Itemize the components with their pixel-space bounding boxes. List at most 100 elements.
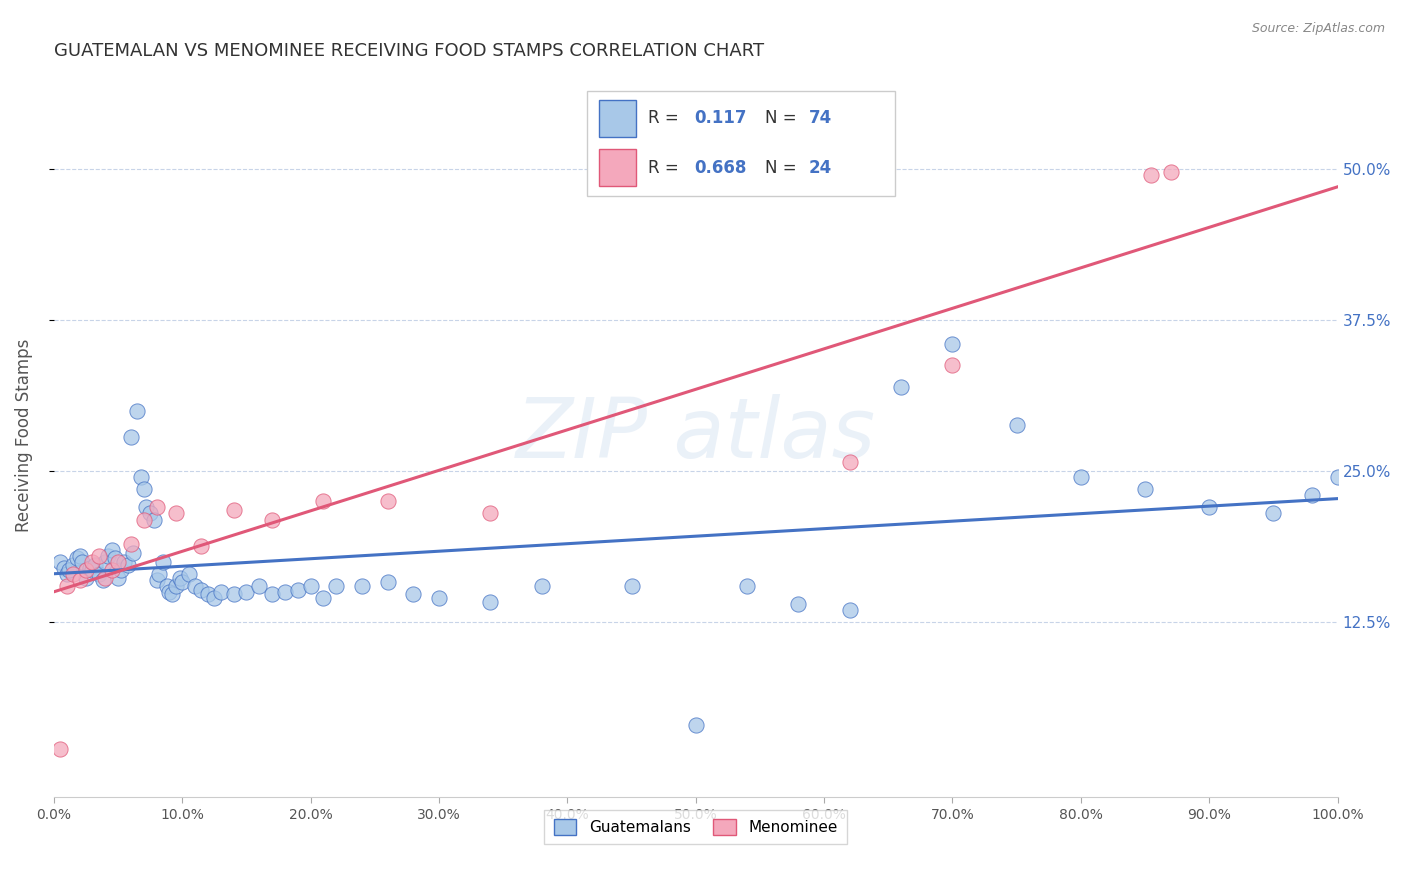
Point: [184, 579, 207, 593]
Point: [70, 555, 93, 569]
Point: [299, 579, 322, 593]
Point: [377, 575, 399, 590]
Point: [91, 573, 114, 587]
Point: [197, 587, 219, 601]
Legend: Guatemalans, Menominee: Guatemalans, Menominee: [544, 810, 848, 844]
Point: [94, 570, 117, 584]
Point: [1301, 488, 1323, 502]
Point: [100, 563, 122, 577]
Point: [1263, 507, 1285, 521]
Point: [49, 742, 72, 756]
Point: [107, 555, 129, 569]
Point: [235, 585, 257, 599]
Point: [402, 587, 425, 601]
Point: [139, 507, 162, 521]
Point: [838, 454, 860, 468]
Point: [157, 585, 180, 599]
Point: [145, 500, 167, 515]
Point: [890, 379, 912, 393]
Point: [287, 582, 309, 597]
Point: [190, 582, 212, 597]
Point: [262, 512, 284, 526]
Point: [107, 570, 129, 584]
Point: [190, 539, 212, 553]
Point: [82, 555, 104, 569]
Point: [66, 551, 89, 566]
Point: [87, 549, 110, 563]
Point: [49, 555, 72, 569]
Point: [685, 718, 707, 732]
Point: [84, 558, 107, 573]
Point: [169, 570, 191, 584]
Point: [165, 579, 187, 593]
Point: [104, 551, 127, 566]
Point: [94, 555, 117, 569]
Point: [941, 358, 963, 372]
Point: [202, 591, 225, 605]
Point: [1198, 500, 1220, 515]
Point: [97, 549, 120, 563]
Point: [135, 500, 157, 515]
Point: [325, 579, 347, 593]
Point: [62, 558, 84, 573]
Point: [838, 603, 860, 617]
Point: [114, 555, 136, 569]
Point: [75, 570, 97, 584]
Point: [122, 546, 145, 560]
Text: Source: ZipAtlas.com: Source: ZipAtlas.com: [1251, 22, 1385, 36]
Point: [143, 512, 166, 526]
Point: [127, 404, 149, 418]
Point: [132, 483, 155, 497]
Point: [427, 591, 450, 605]
Point: [735, 579, 758, 593]
Point: [787, 597, 810, 611]
Point: [55, 566, 77, 581]
Point: [620, 579, 643, 593]
Point: [1133, 483, 1156, 497]
Point: [941, 337, 963, 351]
Point: [479, 507, 502, 521]
Point: [120, 537, 142, 551]
Point: [222, 587, 245, 601]
Point: [120, 430, 142, 444]
Point: [209, 585, 232, 599]
Y-axis label: Receiving Food Stamps: Receiving Food Stamps: [15, 338, 32, 532]
Point: [156, 579, 179, 593]
Point: [160, 587, 183, 601]
Point: [87, 566, 110, 581]
Point: [479, 595, 502, 609]
Point: [69, 573, 91, 587]
Point: [165, 507, 187, 521]
Point: [75, 563, 97, 577]
Point: [262, 587, 284, 601]
Point: [117, 558, 139, 573]
Point: [55, 579, 77, 593]
Point: [1326, 470, 1348, 484]
Point: [132, 512, 155, 526]
Point: [53, 561, 76, 575]
Point: [1070, 470, 1092, 484]
Point: [312, 494, 335, 508]
Point: [350, 579, 373, 593]
Point: [274, 585, 297, 599]
Point: [145, 573, 167, 587]
Point: [148, 566, 170, 581]
Point: [530, 579, 553, 593]
Point: [377, 494, 399, 508]
Point: [58, 563, 80, 577]
Point: [100, 542, 122, 557]
Text: GUATEMALAN VS MENOMINEE RECEIVING FOOD STAMPS CORRELATION CHART: GUATEMALAN VS MENOMINEE RECEIVING FOOD S…: [53, 42, 763, 60]
Point: [152, 555, 174, 569]
Point: [129, 470, 152, 484]
Point: [222, 503, 245, 517]
Point: [1160, 164, 1182, 178]
Point: [312, 591, 335, 605]
Point: [172, 575, 194, 590]
Text: ZIP atlas: ZIP atlas: [516, 394, 876, 475]
Point: [1005, 418, 1028, 433]
Point: [177, 566, 200, 581]
Point: [82, 563, 104, 577]
Point: [247, 579, 270, 593]
Point: [69, 549, 91, 563]
Point: [62, 566, 84, 581]
